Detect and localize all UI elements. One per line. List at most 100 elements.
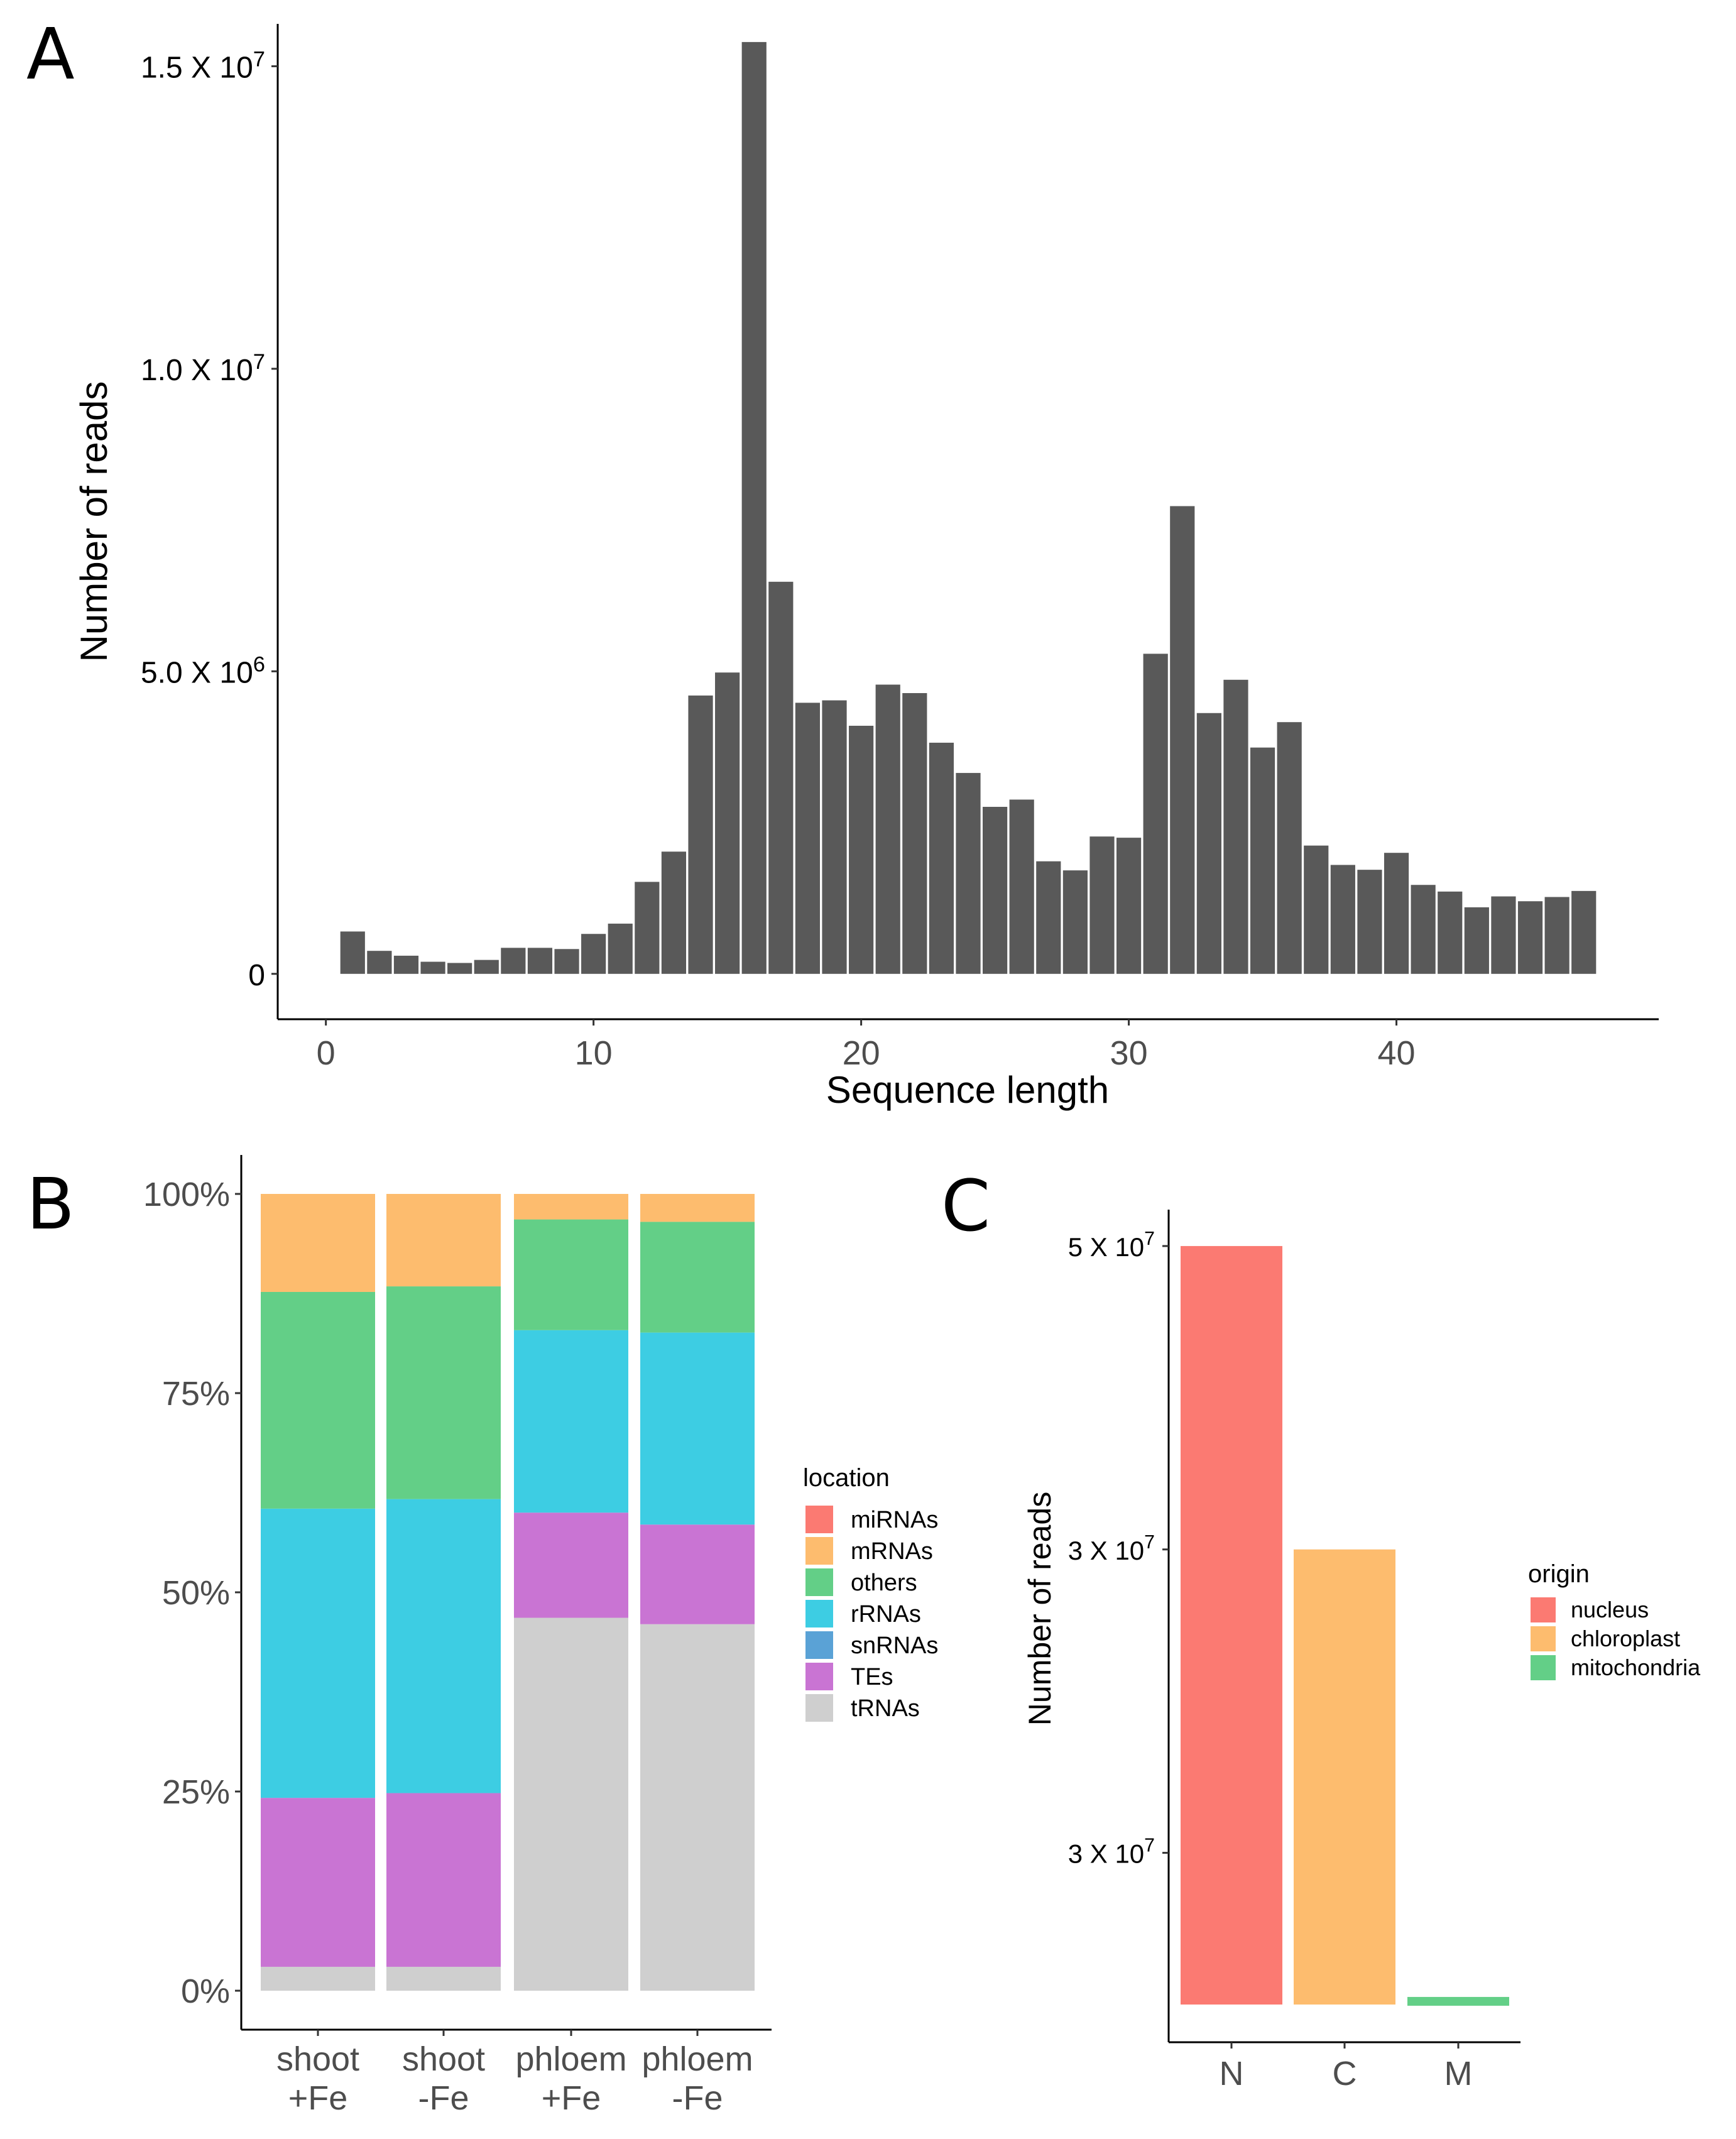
y-tick-label: 1.5 X 107 xyxy=(141,47,265,84)
histogram-bar-5 xyxy=(447,963,472,974)
panel-c-bars xyxy=(1181,1245,1509,2006)
stack-segment-tes xyxy=(261,1798,375,1967)
y-tick-label: 0 xyxy=(248,959,265,992)
histogram-bar-36 xyxy=(1277,722,1302,974)
legend-label: chloroplast xyxy=(1571,1626,1680,1651)
histogram-bar-33 xyxy=(1196,713,1221,974)
x-tick-label: 20 xyxy=(843,1034,880,1072)
histogram-bar-43 xyxy=(1464,907,1489,974)
stack-segment-mrnas xyxy=(640,1194,755,1222)
x-tick-label: shoot xyxy=(402,2040,485,2078)
y-tick-label: 5.0 X 106 xyxy=(141,652,265,689)
histogram-bar-37 xyxy=(1304,845,1329,974)
histogram-bar-40 xyxy=(1384,853,1409,974)
histogram-bar-46 xyxy=(1544,897,1569,974)
legend-swatch xyxy=(805,1663,833,1690)
histogram-bar-32 xyxy=(1170,506,1195,974)
panel-b-letter: B xyxy=(26,1164,75,1245)
histogram-bar-9 xyxy=(554,949,579,974)
histogram-bar-42 xyxy=(1438,891,1463,974)
x-tick-label: M xyxy=(1444,2055,1473,2092)
panel-a-bars xyxy=(340,41,1597,974)
x-tick-label: 0 xyxy=(317,1034,336,1072)
histogram-bar-38 xyxy=(1330,865,1355,974)
stack-segment-trnas xyxy=(640,1624,755,1991)
legend-swatch xyxy=(805,1631,833,1659)
panel-b-bars xyxy=(261,1194,755,1991)
panel-c-y-title: Number of reads xyxy=(1022,1492,1057,1726)
panel-a-letter: A xyxy=(26,14,75,96)
histogram-bar-18 xyxy=(795,703,821,974)
legend-swatch xyxy=(805,1506,833,1533)
legend-label: TEs xyxy=(851,1664,893,1690)
stack-segment-mrnas xyxy=(261,1194,375,1292)
legend-swatch xyxy=(805,1568,833,1596)
y-tick-label: 5 X 107 xyxy=(1068,1228,1155,1262)
x-tick-label: phloem xyxy=(515,2040,626,2078)
stack-segment-others xyxy=(514,1219,628,1330)
panel-b-legend-title: location xyxy=(803,1464,890,1492)
histogram-bar-3 xyxy=(393,955,419,974)
histogram-bar-28 xyxy=(1062,870,1088,974)
histogram-bar-7 xyxy=(501,948,526,974)
histogram-bar-45 xyxy=(1517,901,1543,974)
stack-segment-others xyxy=(640,1222,755,1333)
x-tick-label: +Fe xyxy=(542,2079,601,2117)
legend-label: miRNAs xyxy=(851,1507,938,1533)
x-tick-label: N xyxy=(1220,2055,1244,2092)
stack-segment-others xyxy=(386,1286,501,1499)
legend-label: tRNAs xyxy=(851,1695,920,1722)
panel-b-legend: miRNAs mRNAs others rRNAs snRNAs TEs tRNAs xyxy=(805,1506,938,1722)
histogram-bar-22 xyxy=(902,692,927,974)
panel-b-stacked-bars: B 0%25%50%75%100% shoot+Feshoot-Fephloem… xyxy=(26,1155,938,2117)
stack-segment-rrnas xyxy=(640,1332,755,1525)
stack-segment-trnas xyxy=(261,1966,375,1991)
panel-c-y-ticks: 3 X 107 3 X 107 5 X 107 xyxy=(1068,1228,1169,1869)
histogram-bar-35 xyxy=(1250,747,1275,974)
y-tick-label: 3 X 107 xyxy=(1068,1835,1155,1869)
histogram-bar-15 xyxy=(715,672,740,974)
histogram-bar-39 xyxy=(1357,870,1382,974)
stack-segment-mrnas xyxy=(386,1194,501,1287)
histogram-bar-6 xyxy=(474,960,499,974)
histogram-bar-14 xyxy=(688,695,713,974)
y-tick-label: 100% xyxy=(143,1176,230,1213)
stack-segment-trnas xyxy=(514,1617,628,1991)
histogram-bar-31 xyxy=(1143,654,1168,974)
histogram-bar-30 xyxy=(1116,838,1142,974)
panel-c-letter: C xyxy=(941,1166,990,1247)
x-tick-label: C xyxy=(1333,2055,1357,2092)
histogram-bar-19 xyxy=(822,700,847,974)
histogram-bar-44 xyxy=(1491,896,1516,974)
x-tick-label: shoot xyxy=(276,2040,359,2078)
x-tick-label: -Fe xyxy=(418,2079,469,2117)
stack-segment-tes xyxy=(386,1793,501,1967)
histogram-bar-27 xyxy=(1036,861,1061,974)
origin-bar-m xyxy=(1407,1996,1509,2006)
legend-label: nucleus xyxy=(1571,1597,1649,1622)
legend-swatch xyxy=(805,1600,833,1628)
histogram-bar-24 xyxy=(956,773,981,974)
legend-label: mRNAs xyxy=(851,1538,933,1565)
x-tick-label: -Fe xyxy=(672,2079,723,2117)
legend-label: others xyxy=(851,1570,917,1596)
histogram-bar-16 xyxy=(741,41,767,974)
histogram-bar-29 xyxy=(1089,836,1115,974)
panel-c-legend: nucleus chloroplast mitochondria xyxy=(1531,1597,1701,1680)
histogram-bar-23 xyxy=(929,742,954,974)
histogram-bar-10 xyxy=(581,934,606,974)
histogram-bar-25 xyxy=(983,807,1008,974)
origin-bar-c xyxy=(1294,1549,1395,2005)
histogram-bar-17 xyxy=(768,581,794,974)
x-tick-label: 30 xyxy=(1110,1034,1148,1072)
histogram-bar-1 xyxy=(340,931,365,974)
panel-c-legend-title: origin xyxy=(1528,1560,1590,1588)
histogram-bar-47 xyxy=(1571,890,1597,974)
stack-segment-tes xyxy=(514,1513,628,1618)
panel-a-histogram: A 0 5.0 X 106 1.0 X 107 1.5 X 107 0 10 20 30 40… xyxy=(26,14,1659,1111)
legend-swatch xyxy=(805,1694,833,1722)
legend-swatch xyxy=(1531,1597,1556,1622)
histogram-bar-4 xyxy=(420,961,445,974)
